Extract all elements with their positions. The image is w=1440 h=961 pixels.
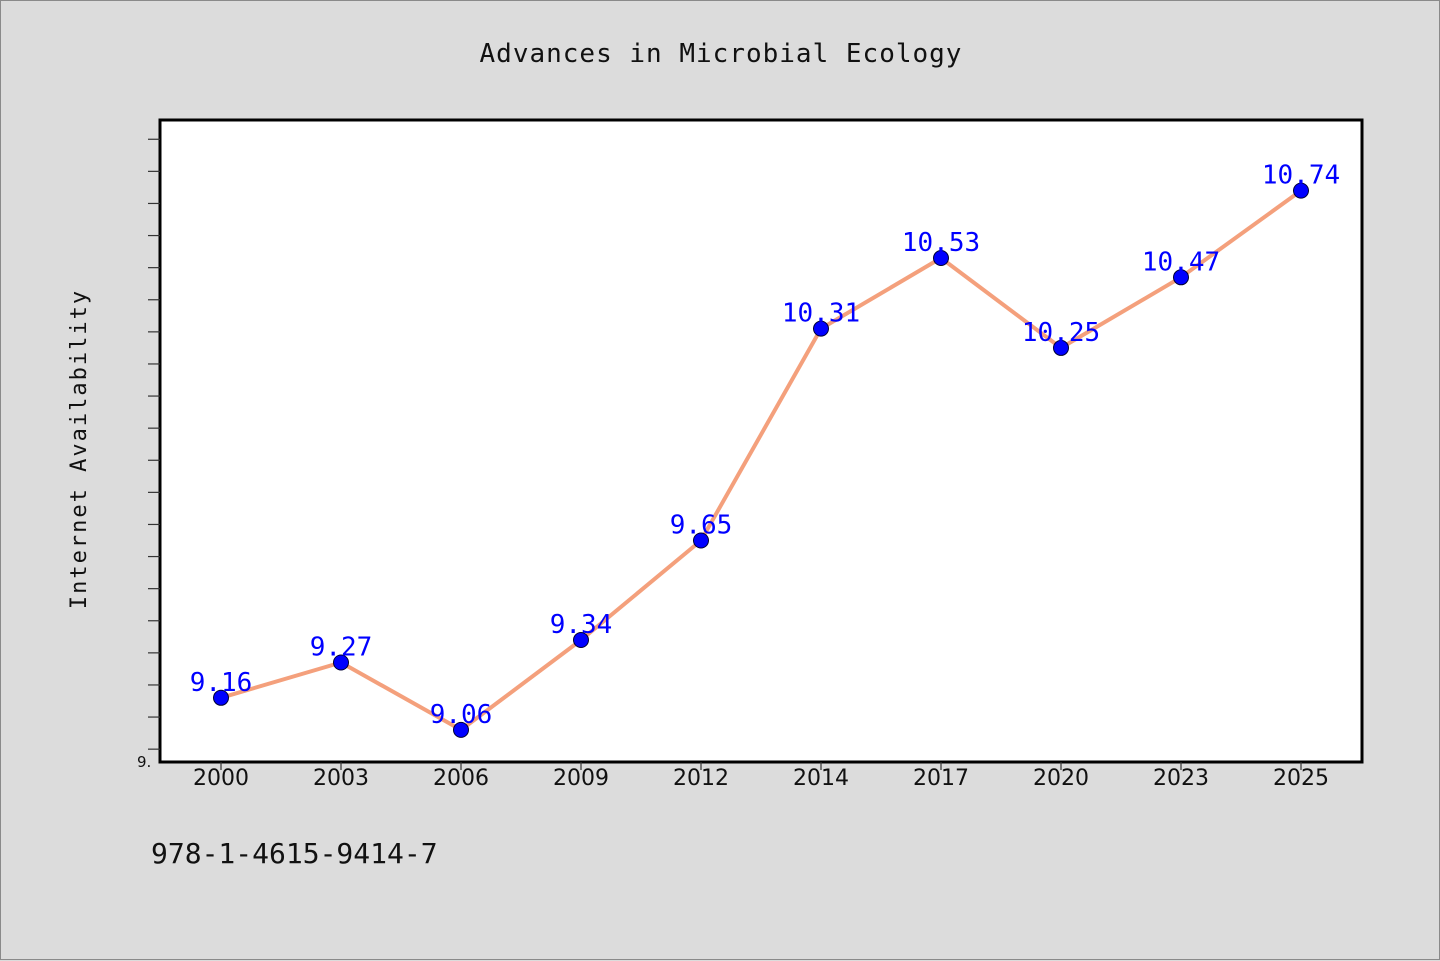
data-label: 9.34 — [550, 610, 613, 640]
chart-title: Advances in Microbial Ecology — [480, 39, 963, 69]
data-point[interactable] — [573, 632, 589, 649]
data-label: 10.31 — [782, 299, 860, 329]
x-tick-label: 2003 — [313, 766, 369, 791]
data-point[interactable] — [813, 320, 829, 337]
x-tick-label: 2006 — [433, 766, 489, 791]
data-label: 9.06 — [430, 700, 493, 730]
data-point[interactable] — [933, 250, 949, 267]
data-label: 9.65 — [670, 511, 733, 541]
series-line-group — [219, 188, 1303, 732]
data-label: 10.53 — [902, 228, 980, 258]
data-point[interactable] — [1293, 182, 1309, 199]
data-point[interactable] — [1173, 269, 1189, 286]
series-markers — [213, 182, 1309, 738]
data-label: 10.25 — [1022, 318, 1100, 348]
y-axis-label: Internet Availability — [67, 289, 92, 609]
data-label: 9.27 — [310, 632, 373, 662]
x-tick-label: 2000 — [193, 766, 249, 791]
x-tick-label: 2020 — [1033, 766, 1089, 791]
data-point[interactable] — [333, 654, 349, 671]
data-point[interactable] — [213, 689, 229, 706]
x-tick-label: 2012 — [673, 766, 729, 791]
x-tick-label: 2017 — [913, 766, 969, 791]
series-line — [219, 188, 1303, 732]
data-point[interactable] — [1053, 339, 1069, 356]
data-point[interactable] — [453, 721, 469, 738]
x-tick-label: 2009 — [553, 766, 609, 791]
x-axis-ticks: 2000 2003 2006 2009 2012 2014 2017 2020 2023 2025 — [193, 762, 1329, 791]
data-label: 9.16 — [190, 668, 253, 698]
x-tick-label: 2014 — [793, 766, 849, 791]
plot-area — [158, 118, 1364, 764]
data-labels: 9.16 9.27 9.06 9.34 9.65 10.31 10.53 10.25 10.47… — [190, 161, 1340, 730]
data-label: 10.74 — [1262, 161, 1340, 191]
data-label: 10.47 — [1142, 247, 1220, 277]
y-axis-ticks: 9. — [137, 138, 160, 771]
isbn-footer: 978-1-4615-9414-7 — [151, 837, 438, 870]
data-point[interactable] — [693, 532, 709, 549]
y-tick-label: 9. — [137, 753, 151, 771]
x-tick-label: 2025 — [1273, 766, 1329, 791]
x-tick-label: 2023 — [1153, 766, 1209, 791]
